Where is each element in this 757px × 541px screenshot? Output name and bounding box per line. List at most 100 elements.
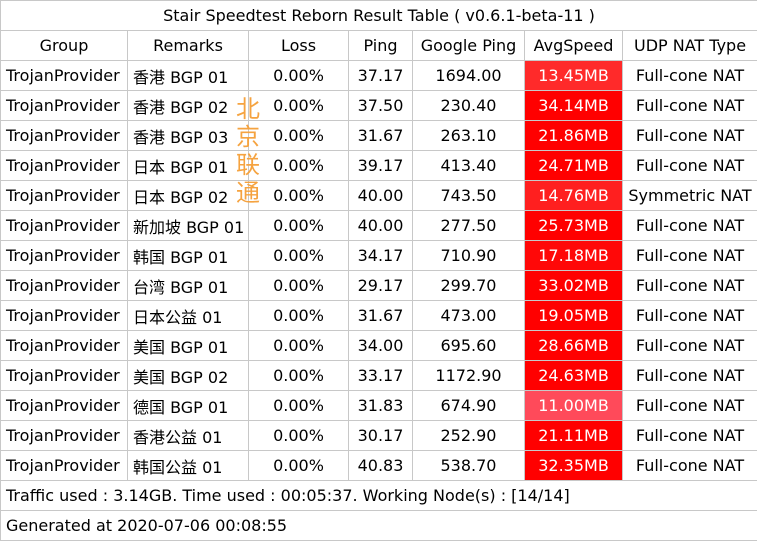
cell-ping: 34.17	[349, 241, 413, 271]
cell-avg-speed: 24.63MB	[525, 361, 623, 391]
cell-remarks: 香港 BGP 01	[128, 61, 249, 91]
cell-udp-nat-type: Full-cone NAT	[623, 91, 757, 121]
cell-google-ping: 1172.90	[413, 361, 525, 391]
cell-udp-nat-type: Full-cone NAT	[623, 121, 757, 151]
cell-group: TrojanProvider	[1, 151, 128, 181]
cell-avg-speed: 32.35MB	[525, 451, 623, 481]
header-remarks: Remarks	[128, 31, 249, 61]
cell-group: TrojanProvider	[1, 331, 128, 361]
cell-remarks: 韩国公益 01	[128, 451, 249, 481]
cell-udp-nat-type: Full-cone NAT	[623, 331, 757, 361]
cell-ping: 37.50	[349, 91, 413, 121]
cell-loss: 0.00%	[249, 151, 349, 181]
header-ping: Ping	[349, 31, 413, 61]
cell-remarks: 香港公益 01	[128, 421, 249, 451]
cell-avg-speed: 25.73MB	[525, 211, 623, 241]
cell-ping: 33.17	[349, 361, 413, 391]
cell-remarks: 日本 BGP 01	[128, 151, 249, 181]
cell-avg-speed: 14.76MB	[525, 181, 623, 211]
cell-google-ping: 413.40	[413, 151, 525, 181]
header-loss: Loss	[249, 31, 349, 61]
cell-remarks: 美国 BGP 02	[128, 361, 249, 391]
cell-loss: 0.00%	[249, 451, 349, 481]
cell-group: TrojanProvider	[1, 121, 128, 151]
cell-udp-nat-type: Full-cone NAT	[623, 241, 757, 271]
cell-udp-nat-type: Full-cone NAT	[623, 361, 757, 391]
cell-remarks: 台湾 BGP 01	[128, 271, 249, 301]
cell-ping: 37.17	[349, 61, 413, 91]
cell-avg-speed: 19.05MB	[525, 301, 623, 331]
title-row: Stair Speedtest Reborn Result Table ( v0…	[1, 1, 757, 31]
cell-group: TrojanProvider	[1, 361, 128, 391]
cell-udp-nat-type: Full-cone NAT	[623, 61, 757, 91]
cell-group: TrojanProvider	[1, 241, 128, 271]
cell-loss: 0.00%	[249, 91, 349, 121]
cell-group: TrojanProvider	[1, 61, 128, 91]
cell-loss: 0.00%	[249, 421, 349, 451]
cell-group: TrojanProvider	[1, 451, 128, 481]
cell-loss: 0.00%	[249, 181, 349, 211]
cell-avg-speed: 34.14MB	[525, 91, 623, 121]
header-udp-nat-type: UDP NAT Type	[623, 31, 757, 61]
cell-remarks: 香港 BGP 03	[128, 121, 249, 151]
cell-google-ping: 263.10	[413, 121, 525, 151]
cell-group: TrojanProvider	[1, 91, 128, 121]
cell-loss: 0.00%	[249, 121, 349, 151]
cell-group: TrojanProvider	[1, 391, 128, 421]
cell-avg-speed: 17.18MB	[525, 241, 623, 271]
cell-ping: 34.00	[349, 331, 413, 361]
cell-ping: 40.00	[349, 181, 413, 211]
cell-loss: 0.00%	[249, 271, 349, 301]
cell-loss: 0.00%	[249, 61, 349, 91]
cell-ping: 31.67	[349, 121, 413, 151]
cell-group: TrojanProvider	[1, 421, 128, 451]
cell-ping: 31.83	[349, 391, 413, 421]
cell-ping: 40.83	[349, 451, 413, 481]
cell-avg-speed: 21.86MB	[525, 121, 623, 151]
cell-udp-nat-type: Full-cone NAT	[623, 151, 757, 181]
cell-remarks: 香港 BGP 02	[128, 91, 249, 121]
cell-avg-speed: 33.02MB	[525, 271, 623, 301]
traffic-summary: Traffic used : 3.14GB. Time used : 00:05…	[1, 481, 757, 511]
cell-ping: 40.00	[349, 211, 413, 241]
cell-loss: 0.00%	[249, 361, 349, 391]
cell-loss: 0.00%	[249, 241, 349, 271]
cell-avg-speed: 21.11MB	[525, 421, 623, 451]
cell-avg-speed: 28.66MB	[525, 331, 623, 361]
cell-udp-nat-type: Full-cone NAT	[623, 391, 757, 421]
cell-group: TrojanProvider	[1, 301, 128, 331]
cell-ping: 31.67	[349, 301, 413, 331]
cell-ping: 30.17	[349, 421, 413, 451]
generated-timestamp: Generated at 2020-07-06 00:08:55	[1, 511, 757, 541]
cell-group: TrojanProvider	[1, 181, 128, 211]
cell-udp-nat-type: Symmetric NAT	[623, 181, 757, 211]
header-google-ping: Google Ping	[413, 31, 525, 61]
cell-google-ping: 710.90	[413, 241, 525, 271]
cell-udp-nat-type: Full-cone NAT	[623, 421, 757, 451]
cell-ping: 39.17	[349, 151, 413, 181]
cell-udp-nat-type: Full-cone NAT	[623, 211, 757, 241]
cell-google-ping: 473.00	[413, 301, 525, 331]
cell-avg-speed: 13.45MB	[525, 61, 623, 91]
cell-group: TrojanProvider	[1, 211, 128, 241]
generated-row: Generated at 2020-07-06 00:08:55	[1, 511, 757, 541]
cell-google-ping: 299.70	[413, 271, 525, 301]
cell-remarks: 日本公益 01	[128, 301, 249, 331]
cell-google-ping: 743.50	[413, 181, 525, 211]
traffic-row: Traffic used : 3.14GB. Time used : 00:05…	[1, 481, 757, 511]
header-group: Group	[1, 31, 128, 61]
cell-google-ping: 252.90	[413, 421, 525, 451]
cell-loss: 0.00%	[249, 301, 349, 331]
cell-udp-nat-type: Full-cone NAT	[623, 271, 757, 301]
